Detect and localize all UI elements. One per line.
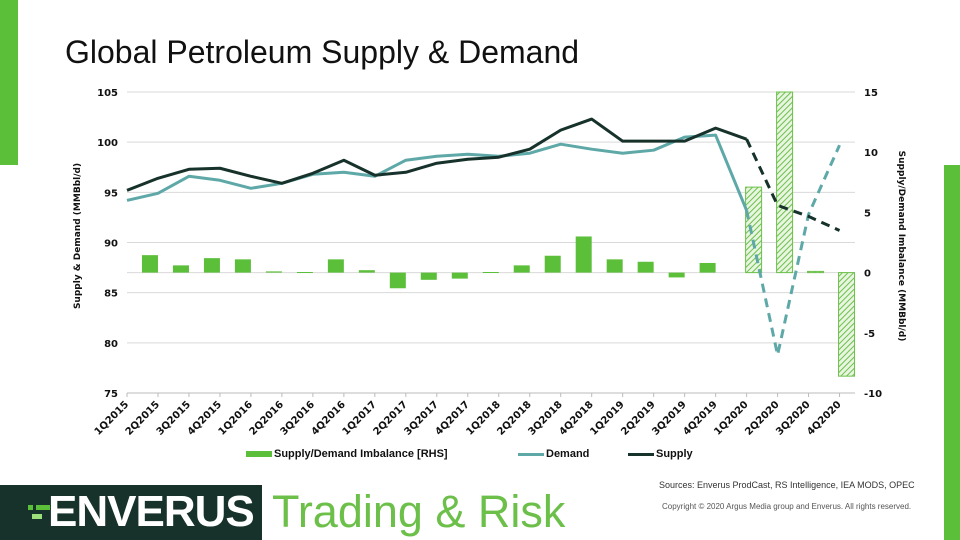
accent-stripe-left: [0, 0, 18, 165]
y2-tick-label: 10: [864, 148, 878, 159]
imbalance-bar-forecast: [838, 272, 856, 377]
y-tick-label: 100: [97, 138, 118, 149]
y-axis-label: Supply & Demand (MMBbl/d): [73, 163, 83, 309]
imbalance-bar: [668, 272, 685, 278]
imbalance-bar: [265, 271, 282, 273]
y-tick-label: 85: [104, 289, 118, 300]
sources-note: Sources: Enverus ProdCast, RS Intelligen…: [659, 480, 915, 490]
y2-tick-label: -10: [864, 389, 882, 400]
legend-label-imbalance: Supply/Demand Imbalance [RHS]: [274, 448, 448, 460]
imbalance-bar-forecast: [776, 91, 794, 274]
y-tick-label: 80: [104, 339, 118, 350]
y2-tick-label: 15: [864, 88, 878, 99]
imbalance-bar: [699, 262, 716, 273]
imbalance-bar: [420, 272, 437, 280]
legend-item-demand: Demand: [518, 448, 589, 460]
logo-band: [0, 485, 262, 540]
copyright-note: Copyright © 2020 Argus Media group and E…: [662, 502, 912, 511]
legend-swatch-imbalance: [246, 451, 272, 457]
imbalance-bar: [482, 271, 499, 273]
legend-item-imbalance: Supply/Demand Imbalance [RHS]: [246, 448, 448, 460]
imbalance-bar: [172, 265, 189, 273]
y2-tick-label: 5: [864, 208, 871, 219]
imbalance-bar: [513, 265, 530, 273]
imbalance-bar: [451, 272, 468, 279]
x-tick-label: 4Q2020: [805, 399, 843, 437]
legend-swatch-demand: [518, 452, 544, 456]
y2-tick-label: -5: [864, 329, 875, 340]
y-tick-label: 75: [104, 389, 118, 400]
enverus-logo: ENVERUS: [48, 487, 255, 536]
imbalance-bar: [203, 258, 220, 273]
imbalance-bar: [637, 261, 654, 273]
imbalance-bar: [141, 255, 158, 273]
imbalance-bar: [575, 236, 592, 273]
legend-item-supply: Supply: [628, 448, 693, 460]
accent-stripe-right: [944, 165, 960, 540]
legend-label-demand: Demand: [546, 448, 590, 460]
imbalance-bar-forecast: [745, 186, 763, 274]
chart: 7580859095100105-10-50510151Q20152Q20153…: [73, 88, 906, 438]
y2-tick-label: 0: [864, 269, 871, 280]
page-title: Global Petroleum Supply & Demand: [65, 34, 580, 70]
y2-axis-label: Supply/Demand Imbalance (MMBbl/d): [896, 151, 906, 342]
brand-subtitle: Trading & Risk: [272, 486, 566, 537]
imbalance-bar: [389, 272, 406, 289]
imbalance-bar: [296, 271, 313, 273]
imbalance-bar: [606, 259, 623, 273]
imbalance-bar: [327, 259, 344, 273]
legend-swatch-supply: [628, 452, 654, 456]
y-tick-label: 105: [97, 88, 118, 99]
demand-line: [126, 133, 748, 211]
imbalance-bar: [234, 259, 251, 273]
y-tick-label: 95: [104, 188, 118, 199]
supply-line: [126, 117, 748, 192]
legend-label-supply: Supply: [656, 448, 693, 460]
imbalance-bar-forecast: [807, 270, 825, 274]
imbalance-bar: [544, 255, 561, 273]
imbalance-bar: [358, 270, 375, 273]
y-tick-label: 90: [104, 239, 118, 250]
supply-forecast-line: [745, 138, 841, 232]
